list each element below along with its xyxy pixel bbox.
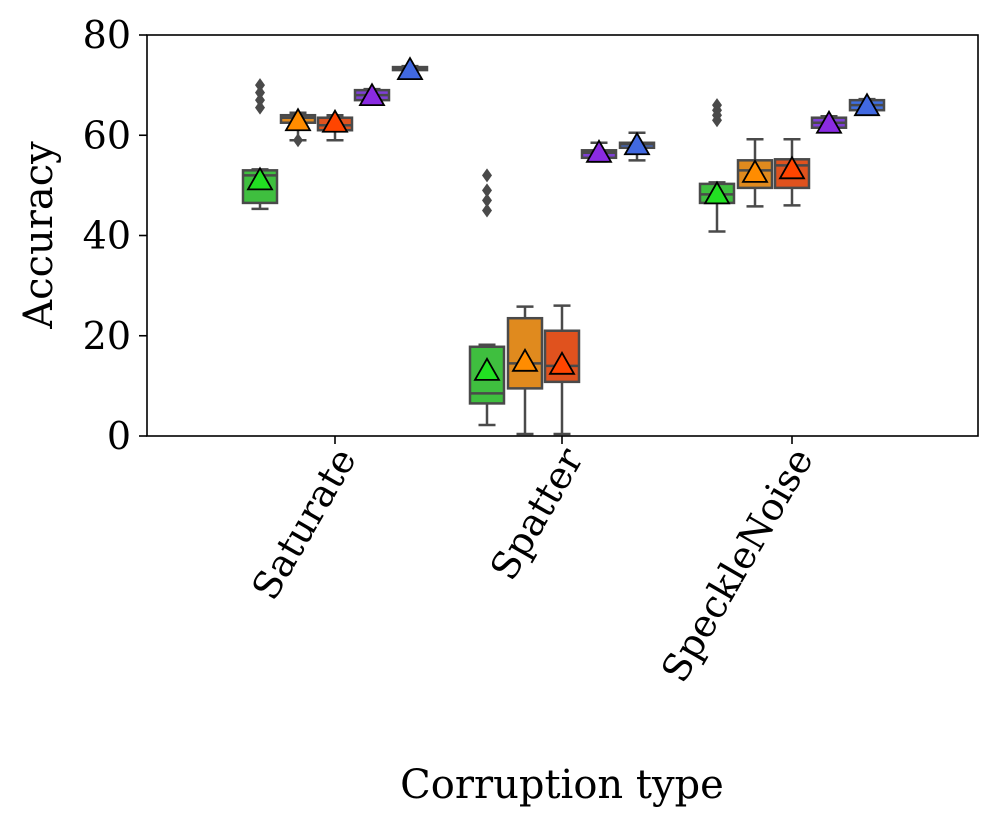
box-purple-SpeckleNoise xyxy=(810,109,848,134)
box-red-orange-Spatter xyxy=(543,304,581,436)
outlier-point xyxy=(293,133,303,148)
box-blue-Spatter xyxy=(618,131,656,162)
plot-layer xyxy=(241,56,886,436)
outlier-point xyxy=(255,93,265,108)
mean-marker xyxy=(358,82,386,107)
outlier-point xyxy=(255,78,265,93)
mean-marker xyxy=(511,348,539,372)
y-axis-label: Accuracy xyxy=(16,141,62,330)
outlier-point xyxy=(255,85,265,100)
y-tick-label: 40 xyxy=(83,214,131,258)
box-blue-SpeckleNoise xyxy=(848,92,886,117)
box-orange-Saturate xyxy=(279,107,317,148)
mean-marker xyxy=(815,109,843,134)
mean-marker xyxy=(321,108,349,133)
y-tick-label: 0 xyxy=(107,414,131,458)
mean-marker xyxy=(623,131,651,156)
outlier-point xyxy=(712,98,722,113)
box-orange-SpeckleNoise xyxy=(736,138,774,208)
box-red-orange-Saturate xyxy=(316,108,354,142)
outlier-point xyxy=(482,193,492,208)
mean-marker xyxy=(703,180,731,205)
box-purple-Spatter xyxy=(580,138,618,163)
box-blue-Saturate xyxy=(391,56,429,80)
outlier-point xyxy=(482,168,492,183)
y-tick-label: 80 xyxy=(83,13,131,57)
mean-marker xyxy=(585,138,613,163)
x-tick-labels: Saturate Spatter SpeckleNoise xyxy=(243,436,822,689)
y-tick-label: 20 xyxy=(83,314,131,358)
box-green-Spatter xyxy=(468,168,506,427)
mean-marker xyxy=(741,159,769,183)
box-green-Saturate xyxy=(241,78,279,211)
outlier-point xyxy=(255,100,265,115)
x-axis-label: Corruption type xyxy=(400,762,724,808)
mean-marker xyxy=(853,92,881,117)
x-tick-label: Spatter xyxy=(482,440,593,588)
y-tick-label: 60 xyxy=(83,113,131,157)
outlier-point xyxy=(482,203,492,218)
x-tick-label: SpeckleNoise xyxy=(653,441,822,690)
y-tick-labels: 0 20 40 60 80 xyxy=(83,13,147,458)
mean-marker xyxy=(246,166,274,191)
mean-marker xyxy=(284,107,312,132)
box-green-SpeckleNoise xyxy=(698,98,736,233)
outlier-point xyxy=(482,183,492,198)
x-tick-label: Saturate xyxy=(243,441,365,608)
box-red-orange-SpeckleNoise xyxy=(773,138,811,207)
box-purple-Saturate xyxy=(353,82,391,107)
mean-marker xyxy=(473,357,501,381)
mean-marker xyxy=(548,351,576,375)
mean-marker xyxy=(396,56,424,80)
box-orange-Spatter xyxy=(506,305,544,436)
mean-marker xyxy=(778,155,806,180)
